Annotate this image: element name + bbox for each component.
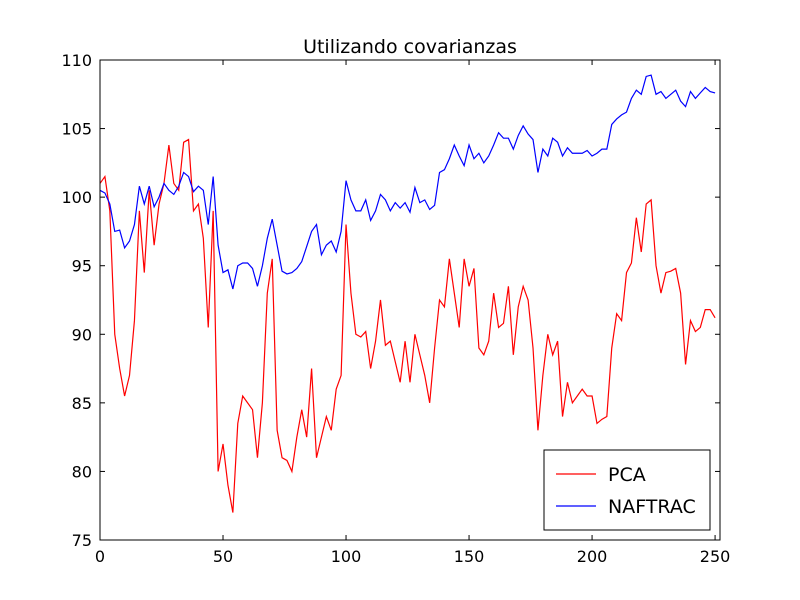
- x-tick-label: 0: [95, 547, 105, 566]
- series-line: [99, 138, 716, 513]
- y-tick-label: 95: [72, 257, 92, 276]
- x-tick-label: 150: [454, 547, 485, 566]
- x-tick-label: 100: [331, 547, 362, 566]
- legend: PCA NAFTRAC: [543, 449, 711, 531]
- legend-label: PCA: [608, 464, 646, 486]
- chart-title: Utilizando covarianzas: [303, 36, 517, 58]
- legend-box: [543, 449, 711, 531]
- y-tick-label: 75: [72, 531, 92, 550]
- series-line: [99, 74, 716, 290]
- y-tick-label: 110: [61, 51, 92, 70]
- x-tick-label: 50: [213, 547, 233, 566]
- legend-label: NAFTRAC: [608, 496, 696, 518]
- axes-frame: [99, 59, 721, 541]
- y-tick-label: 80: [72, 462, 92, 481]
- plot-area: [99, 74, 716, 513]
- y-tick-label: 105: [61, 120, 92, 139]
- x-tick-label: 250: [700, 547, 731, 566]
- y-tick-label: 85: [72, 394, 92, 413]
- y-tick-label: 90: [72, 325, 92, 344]
- y-tick-label: 100: [61, 188, 92, 207]
- x-tick-label: 200: [577, 547, 608, 566]
